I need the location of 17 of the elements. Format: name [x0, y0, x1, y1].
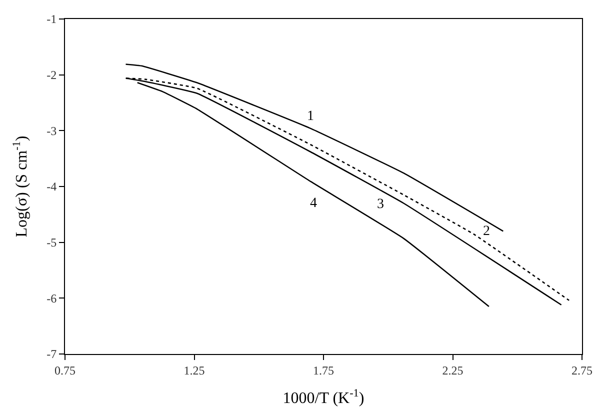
series-label: 2 — [483, 224, 490, 239]
y-tick-label: -7 — [46, 347, 57, 362]
series-label: 4 — [310, 196, 317, 211]
y-tick-label: -6 — [46, 291, 57, 306]
y-tick-label: -3 — [46, 124, 57, 138]
series-label: 1 — [307, 109, 314, 124]
x-tick-label: 1.25 — [184, 363, 205, 378]
series-label: 3 — [377, 197, 384, 212]
x-tick-label: 2.75 — [572, 363, 592, 378]
y-tick-label: -1 — [46, 12, 57, 26]
y-tick-label: -2 — [46, 68, 57, 82]
x-tick-label: 1.75 — [313, 363, 334, 378]
y-tick-label: -4 — [46, 180, 57, 194]
x-tick-label: 2.25 — [442, 363, 464, 378]
x-tick-label: 0.75 — [54, 363, 76, 378]
y-tick-label: -5 — [46, 236, 57, 250]
x-axis-title: 1000/T (K$^{-1}$) — [282, 387, 364, 408]
